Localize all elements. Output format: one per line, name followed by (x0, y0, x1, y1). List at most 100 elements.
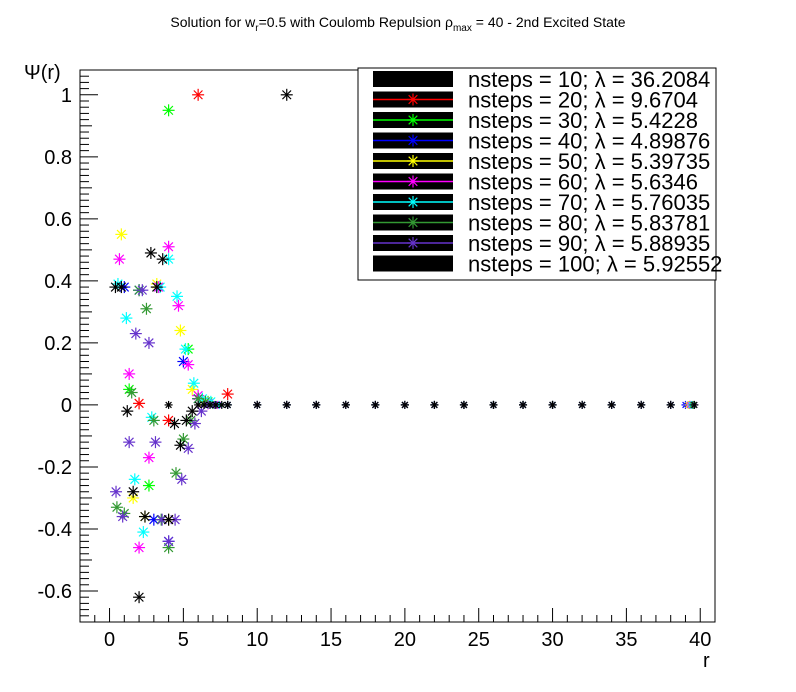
chart-title: Solution for wr=0.5 with Coulomb Repulsi… (170, 14, 626, 34)
y-tick-label: 0.6 (44, 209, 72, 231)
legend-marker (407, 155, 419, 167)
y-axis-label: Ψ(r) (24, 62, 61, 84)
legend-marker (407, 114, 419, 126)
data-point (519, 400, 528, 409)
x-tick-label: 35 (615, 629, 637, 651)
data-point (186, 405, 199, 418)
x-tick-label: 40 (689, 629, 711, 651)
data-point (144, 246, 157, 259)
legend-entry: nsteps = 20; λ = 9.6704 (468, 88, 698, 113)
legend-marker (407, 257, 419, 270)
series-100 (109, 246, 699, 604)
data-point (253, 400, 262, 409)
legend-entry: nsteps = 10; λ = 36.2084 (468, 67, 710, 92)
data-point (142, 336, 155, 349)
data-point (459, 400, 468, 409)
data-point (133, 397, 146, 410)
data-point (400, 400, 409, 409)
legend-marker (407, 175, 419, 188)
y-tick-label: 0.4 (44, 271, 72, 293)
data-point (187, 377, 200, 390)
data-point (312, 400, 321, 409)
data-point (607, 400, 616, 409)
data-point (282, 400, 291, 409)
data-marks (109, 88, 699, 604)
data-point (164, 400, 173, 409)
data-point (116, 510, 129, 523)
series-10 (164, 88, 293, 409)
data-point (137, 526, 150, 539)
data-point (192, 88, 205, 101)
legend-swatch (373, 71, 453, 87)
data-point (133, 541, 146, 554)
legend-marker (407, 196, 419, 208)
data-point (168, 417, 181, 430)
data-point (142, 451, 155, 464)
data-point (548, 400, 557, 409)
data-point (129, 327, 142, 340)
data-point (110, 501, 123, 514)
data-point (200, 400, 209, 409)
legend-entry: nsteps = 30; λ = 5.4228 (468, 108, 698, 133)
data-point (113, 253, 126, 266)
data-point (145, 411, 158, 424)
legend-entry: nsteps = 70; λ = 5.76035 (468, 190, 710, 215)
data-point (174, 324, 187, 337)
data-point (194, 400, 203, 409)
data-point (123, 436, 136, 449)
y-tick-label: 0.8 (44, 147, 72, 169)
data-point (110, 485, 123, 498)
data-point (430, 400, 439, 409)
data-point (217, 400, 226, 409)
data-point (149, 436, 162, 449)
data-point (150, 281, 163, 294)
x-tick-label: 5 (178, 629, 189, 651)
data-point (162, 240, 175, 253)
data-point (489, 400, 498, 409)
data-point (221, 388, 234, 401)
data-point (179, 343, 192, 356)
y-tick-label: 1 (61, 85, 72, 107)
x-axis-label: r (703, 650, 710, 672)
data-point (115, 228, 128, 241)
data-point (666, 400, 675, 409)
data-point (138, 510, 151, 523)
series-90 (110, 284, 699, 548)
legend-marker (407, 216, 419, 229)
data-point (162, 535, 175, 548)
legend-marker (407, 93, 419, 106)
data-point (690, 400, 699, 409)
data-point (371, 400, 380, 409)
data-point (127, 485, 140, 498)
axes: 0 5 10 15 20 25 30 35 40 -0.6 -0.4 -0.2 0 0.2 0.4 0.6 0.… (38, 69, 716, 651)
data-point (120, 312, 133, 325)
y-tick-label: -0.2 (38, 457, 72, 479)
y-tick-label: 0 (61, 395, 72, 417)
data-point (156, 253, 169, 266)
data-point (223, 400, 232, 409)
legend-marker (407, 237, 419, 249)
y-tick-label: -0.4 (38, 519, 72, 541)
series-70 (111, 253, 696, 539)
y-tick-label: 0.2 (44, 333, 72, 355)
data-point (128, 473, 141, 486)
data-point (172, 299, 185, 312)
x-tick-label: 10 (246, 629, 268, 651)
data-point (115, 281, 128, 294)
legend-entry: nsteps = 90; λ = 5.88935 (468, 231, 710, 256)
data-point (142, 479, 155, 492)
data-point (637, 400, 646, 409)
data-point (123, 367, 136, 380)
data-point (182, 358, 195, 371)
legend-entry: nsteps = 100; λ = 5.92552 (468, 252, 722, 277)
data-point (175, 473, 188, 486)
x-tick-label: 0 (104, 629, 115, 651)
data-point (280, 88, 293, 101)
legend-entry: nsteps = 50; λ = 5.39735 (468, 149, 710, 174)
data-point (140, 302, 153, 315)
data-point (125, 386, 138, 399)
data-point (180, 414, 193, 427)
data-point (188, 417, 201, 430)
y-tick-label: -0.6 (38, 581, 72, 603)
